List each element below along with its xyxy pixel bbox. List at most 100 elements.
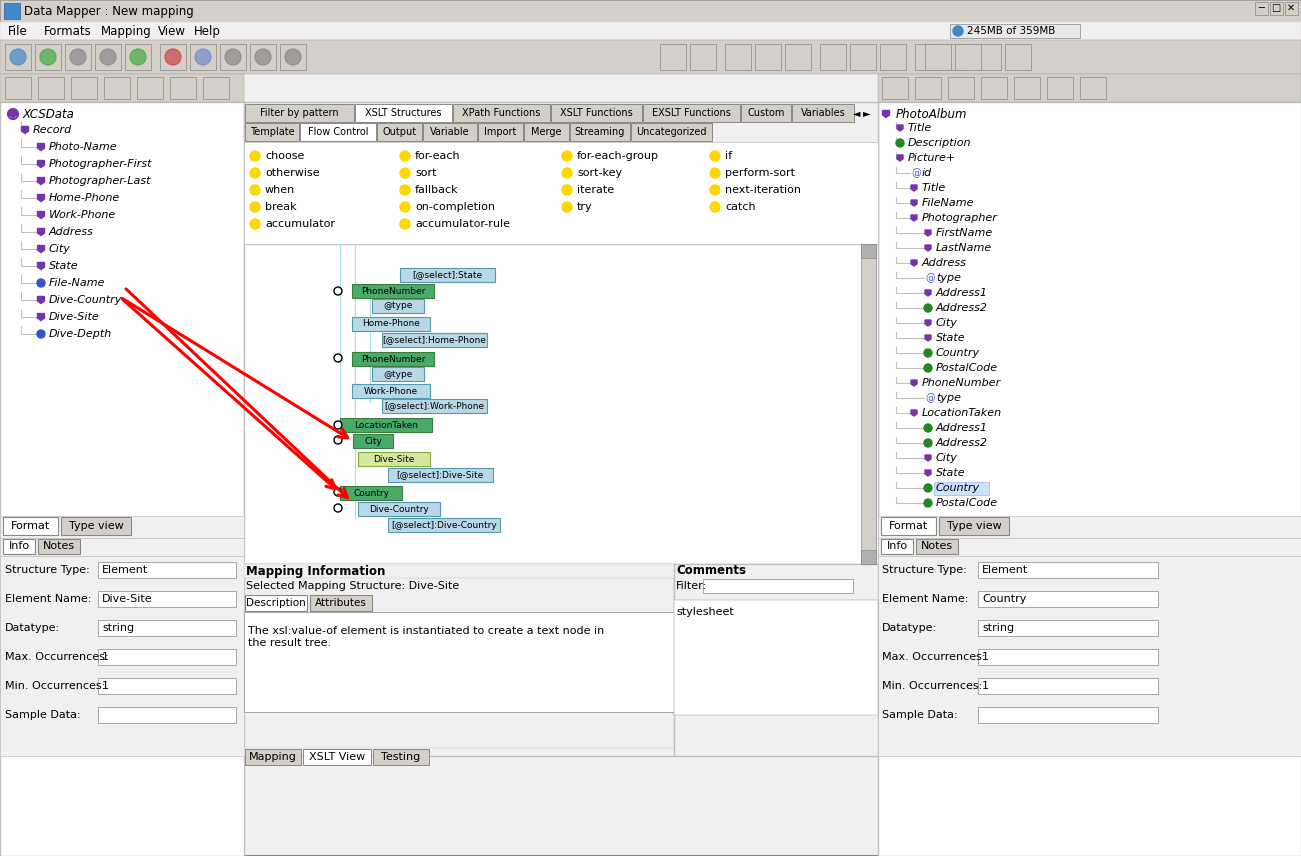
Text: XPath Functions: XPath Functions bbox=[462, 108, 540, 118]
Text: Element Name:: Element Name: bbox=[882, 594, 968, 604]
Circle shape bbox=[562, 151, 572, 161]
Bar bbox=[250, 44, 276, 70]
Bar bbox=[524, 123, 569, 141]
Circle shape bbox=[562, 185, 572, 195]
Circle shape bbox=[334, 436, 342, 444]
Bar bbox=[377, 123, 422, 141]
Bar bbox=[95, 44, 121, 70]
Text: Country: Country bbox=[935, 483, 980, 493]
Circle shape bbox=[710, 151, 719, 161]
Text: Datatype:: Datatype: bbox=[882, 623, 937, 633]
Polygon shape bbox=[38, 211, 44, 218]
Text: Type view: Type view bbox=[69, 521, 124, 531]
Circle shape bbox=[399, 151, 410, 161]
Bar bbox=[660, 44, 686, 70]
Text: Dive-Depth: Dive-Depth bbox=[49, 329, 112, 339]
Bar bbox=[38, 77, 64, 99]
Text: string: string bbox=[101, 623, 134, 633]
Bar bbox=[0, 40, 1301, 74]
Bar bbox=[785, 44, 811, 70]
Text: State: State bbox=[935, 333, 965, 343]
Bar bbox=[674, 564, 878, 756]
Text: XSLT Functions: XSLT Functions bbox=[559, 108, 632, 118]
Text: when: when bbox=[265, 185, 295, 195]
Text: View: View bbox=[157, 25, 186, 38]
Text: otherwise: otherwise bbox=[265, 168, 320, 178]
Bar bbox=[310, 595, 372, 611]
Bar bbox=[104, 77, 130, 99]
Bar bbox=[978, 678, 1158, 694]
Text: LastName: LastName bbox=[935, 243, 993, 253]
Bar bbox=[915, 44, 941, 70]
Bar bbox=[98, 591, 235, 607]
Bar bbox=[643, 104, 740, 122]
Text: PostalCode: PostalCode bbox=[935, 363, 998, 373]
Text: Variable: Variable bbox=[431, 127, 470, 137]
Text: □: □ bbox=[1271, 3, 1280, 13]
Polygon shape bbox=[38, 144, 44, 151]
Circle shape bbox=[896, 139, 904, 147]
Text: Address1: Address1 bbox=[935, 423, 987, 433]
Text: Photographer-First: Photographer-First bbox=[49, 159, 152, 169]
Text: Filter:: Filter: bbox=[677, 581, 708, 591]
Polygon shape bbox=[925, 470, 932, 476]
Text: 1: 1 bbox=[982, 681, 989, 691]
Bar bbox=[978, 620, 1158, 636]
Text: PhotoAlbum: PhotoAlbum bbox=[896, 108, 968, 121]
Bar bbox=[245, 748, 674, 756]
Text: Notes: Notes bbox=[921, 541, 954, 551]
Bar bbox=[190, 44, 216, 70]
Bar bbox=[98, 562, 235, 578]
Bar bbox=[950, 24, 1080, 38]
Text: Streaming: Streaming bbox=[575, 127, 624, 137]
Bar bbox=[35, 44, 61, 70]
Polygon shape bbox=[38, 313, 44, 320]
Text: Address: Address bbox=[922, 258, 967, 268]
Bar bbox=[878, 74, 1301, 102]
Bar bbox=[61, 517, 131, 535]
Bar bbox=[3, 517, 59, 535]
Text: PhoneNumber: PhoneNumber bbox=[360, 354, 425, 364]
Circle shape bbox=[954, 26, 963, 36]
Text: Max. Occurrences:: Max. Occurrences: bbox=[5, 652, 108, 662]
Bar bbox=[38, 539, 79, 554]
Circle shape bbox=[225, 49, 241, 65]
Polygon shape bbox=[38, 194, 44, 201]
Text: string: string bbox=[982, 623, 1013, 633]
Text: State: State bbox=[935, 468, 965, 478]
Bar bbox=[939, 517, 1010, 535]
Text: 245MB of 359MB: 245MB of 359MB bbox=[967, 26, 1055, 36]
Text: next-iteration: next-iteration bbox=[725, 185, 801, 195]
Bar bbox=[631, 123, 712, 141]
Text: File: File bbox=[8, 25, 27, 38]
Text: XCSData: XCSData bbox=[23, 108, 75, 121]
Bar bbox=[915, 77, 941, 99]
Bar bbox=[453, 104, 549, 122]
Bar bbox=[981, 77, 1007, 99]
Text: sort-key: sort-key bbox=[578, 168, 622, 178]
Polygon shape bbox=[925, 230, 932, 236]
Text: Mapping Information: Mapping Information bbox=[246, 564, 385, 578]
Polygon shape bbox=[911, 260, 917, 266]
Bar bbox=[245, 244, 878, 564]
Text: @type: @type bbox=[384, 370, 412, 378]
Text: XSLT View: XSLT View bbox=[308, 752, 366, 762]
Bar bbox=[1285, 2, 1298, 15]
Text: break: break bbox=[265, 202, 297, 212]
Text: Sample Data:: Sample Data: bbox=[5, 710, 81, 720]
Bar bbox=[245, 104, 354, 122]
Text: type: type bbox=[935, 273, 961, 283]
Text: 1: 1 bbox=[101, 652, 109, 662]
Text: Template: Template bbox=[250, 127, 294, 137]
Text: Selected Mapping Structure: Dive-Site: Selected Mapping Structure: Dive-Site bbox=[246, 581, 459, 591]
Circle shape bbox=[36, 330, 46, 338]
Circle shape bbox=[255, 49, 271, 65]
Circle shape bbox=[924, 424, 932, 432]
Circle shape bbox=[334, 488, 342, 496]
Circle shape bbox=[710, 202, 719, 212]
Bar bbox=[945, 44, 971, 70]
Bar bbox=[388, 468, 493, 482]
Bar bbox=[245, 564, 674, 578]
Circle shape bbox=[399, 202, 410, 212]
Polygon shape bbox=[925, 290, 932, 296]
